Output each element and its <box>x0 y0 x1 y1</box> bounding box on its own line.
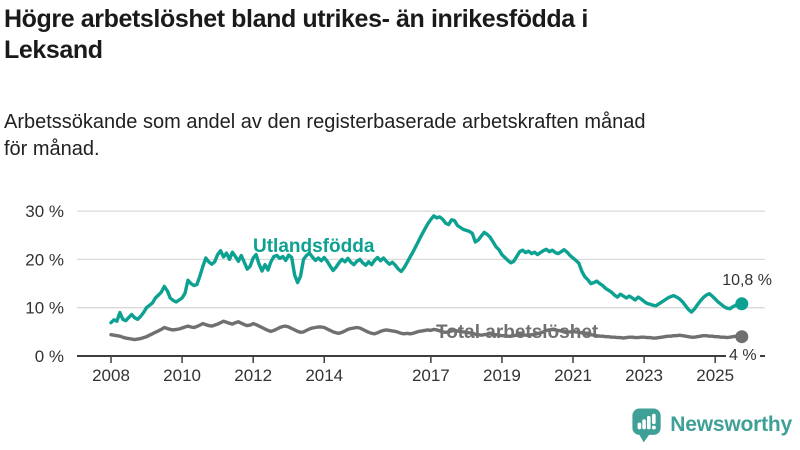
page-title: Högre arbetslöshet bland utrikes- än inr… <box>4 5 588 65</box>
x-axis-label: 2014 <box>305 366 343 385</box>
total-arbetsloshet-line <box>109 319 744 342</box>
total-end-dot <box>735 330 749 344</box>
end-value-label-utlandsfodda: 10,8 % <box>722 272 772 289</box>
newsworthy-logo: Newsworthy <box>631 407 792 443</box>
y-axis-label: 20 % <box>25 250 64 269</box>
x-axis-label: 2019 <box>483 366 521 385</box>
utlandsfodda-line <box>109 214 744 325</box>
x-axis-label: 2010 <box>163 366 201 385</box>
x-axis-label: 2025 <box>696 366 734 385</box>
newsworthy-wordmark: Newsworthy <box>670 413 792 436</box>
x-axis-label: 2008 <box>92 366 130 385</box>
x-axis-label: 2021 <box>554 366 592 385</box>
end-value-label-total: 4 % <box>726 347 760 365</box>
chart-subtitle: Arbetssökande som andel av den registerb… <box>4 111 646 160</box>
series-label-utlandsfodda: Utlandsfödda <box>253 236 375 257</box>
y-axis-label: 10 % <box>25 299 64 318</box>
x-axis-label: 2012 <box>234 366 272 385</box>
x-axis-label: 2023 <box>625 366 663 385</box>
y-axis-label: 0 % <box>35 347 64 366</box>
x-axis-label: 2017 <box>412 366 450 385</box>
utlandsfodda-end-dot <box>735 297 749 311</box>
series-label-total: Total arbetslöshet <box>436 322 599 343</box>
y-axis-label: 30 % <box>25 202 64 221</box>
newsworthy-speech-bubble-chart-icon <box>632 408 661 443</box>
